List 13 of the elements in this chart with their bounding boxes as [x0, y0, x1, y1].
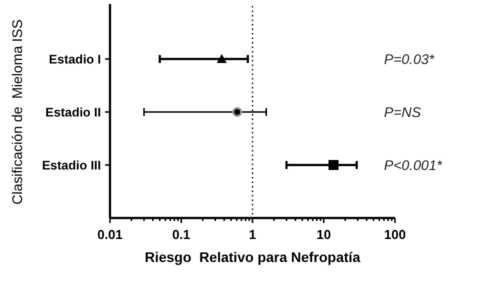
x-tick-label: 100 [384, 227, 406, 242]
annotation: P<0.001* [384, 157, 443, 173]
annotation: P=NS [384, 104, 422, 120]
y-tick-label: Estadio I [48, 52, 101, 66]
y-axis-title: Clasificación de Mieloma ISS [9, 19, 25, 205]
x-axis-title: Riesgo Relativo para Nefropatía [144, 249, 360, 265]
x-tick-label: 10 [316, 227, 331, 242]
y-tick-label: Estadio II [45, 106, 101, 120]
x-tick-label: 0.1 [172, 227, 190, 242]
annotation: P=0.03* [384, 51, 435, 67]
y-tick-label: Estadio III [42, 158, 101, 172]
x-tick-label: 1 [248, 227, 256, 242]
x-tick-label: 0.01 [97, 227, 123, 242]
